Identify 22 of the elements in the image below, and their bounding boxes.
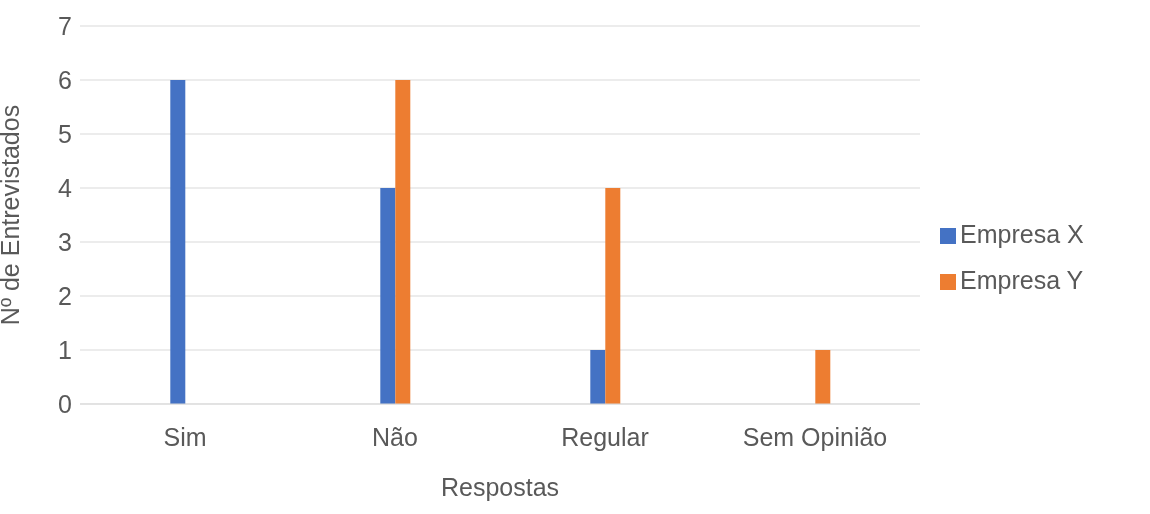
y-tick-label: 1 bbox=[58, 335, 72, 364]
y-tick-label: 7 bbox=[58, 11, 72, 40]
y-tick-label: 6 bbox=[58, 65, 72, 94]
y-tick-label: 5 bbox=[58, 119, 72, 148]
y-tick-label: 0 bbox=[58, 389, 72, 418]
x-tick-label: Sim bbox=[163, 422, 207, 451]
y-axis-title: Nº de Entrevistados bbox=[0, 104, 24, 326]
legend-label: Empresa Y bbox=[960, 266, 1084, 294]
x-tick-label: Regular bbox=[561, 422, 649, 451]
bar bbox=[380, 188, 396, 404]
y-tick-label: 4 bbox=[58, 173, 73, 202]
y-tick-label: 3 bbox=[58, 227, 72, 256]
legend-label: Empresa X bbox=[960, 220, 1084, 248]
y-tick-label: 2 bbox=[58, 281, 72, 310]
x-tick-label: Não bbox=[372, 422, 418, 451]
bar bbox=[170, 80, 186, 404]
bar bbox=[590, 350, 606, 404]
x-axis-title: Respostas bbox=[440, 473, 560, 501]
bar bbox=[395, 80, 411, 404]
x-tick-label: Sem Opinião bbox=[742, 422, 888, 451]
bar bbox=[605, 188, 621, 404]
bar bbox=[815, 350, 831, 404]
